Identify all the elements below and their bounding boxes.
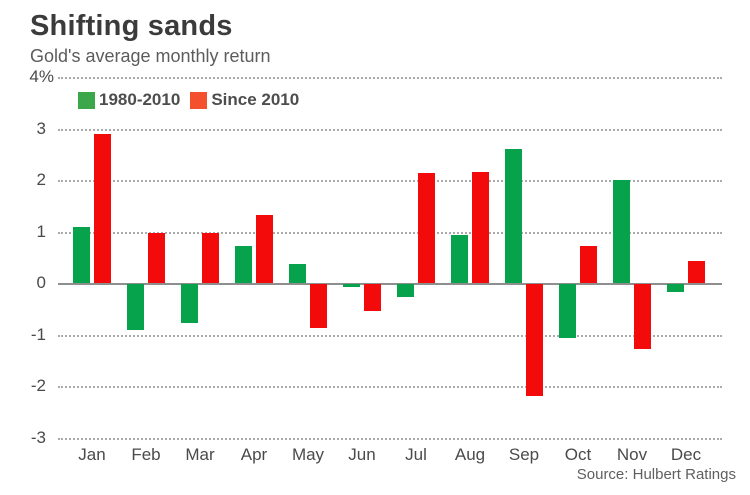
bar-aug-since-2010 (472, 172, 489, 284)
bar-sep-1980-2010 (505, 149, 522, 284)
y-tick-label: 0 (36, 273, 46, 293)
chart-subtitle: Gold's average monthly return (30, 46, 271, 66)
gridline (58, 231, 722, 234)
x-tick-label-sep: Sep (508, 445, 540, 464)
gridline (58, 128, 722, 131)
bar-jul-since-2010 (418, 173, 435, 284)
y-tick-label: -1 (30, 324, 46, 344)
gridline (58, 180, 722, 183)
bar-may-since-2010 (310, 284, 327, 329)
x-tick-label-jun: Jun (348, 445, 376, 464)
bar-feb-since-2010 (148, 233, 165, 284)
legend-label: Since 2010 (211, 90, 300, 109)
y-tick-label: 4% (29, 67, 54, 86)
bar-apr-since-2010 (256, 214, 273, 284)
legend-label: 1980-2010 (99, 90, 181, 109)
x-tick-label-nov: Nov (616, 445, 648, 464)
gridline (58, 438, 722, 440)
zero-axis-line (58, 283, 722, 286)
bar-jan-since-2010 (94, 133, 111, 284)
legend-swatch-red-icon (190, 91, 208, 109)
bar-oct-since-2010 (580, 246, 597, 284)
bar-jan-1980-2010 (73, 226, 90, 284)
bar-sep-since-2010 (526, 284, 543, 397)
x-tick-label-jan: Jan (78, 445, 106, 464)
x-tick-label-oct: Oct (564, 445, 592, 464)
bar-dec-since-2010 (688, 260, 705, 284)
x-tick-label-dec: Dec (670, 445, 702, 464)
bar-dec-1980-2010 (667, 284, 684, 293)
bar-jul-1980-2010 (397, 284, 414, 297)
bar-jun-1980-2010 (343, 284, 360, 288)
bar-nov-since-2010 (634, 284, 651, 350)
bar-jun-since-2010 (364, 284, 381, 312)
bar-apr-1980-2010 (235, 245, 252, 284)
bar-aug-1980-2010 (451, 235, 468, 284)
source-attribution: Source: Hulbert Ratings (576, 466, 736, 483)
x-tick-label-feb: Feb (131, 445, 161, 464)
bar-may-1980-2010 (289, 264, 306, 284)
bar-mar-since-2010 (202, 232, 219, 284)
x-tick-label-jul: Jul (405, 445, 427, 464)
chart-title: Shifting sands (30, 10, 233, 42)
legend-entry: Since 2010 (190, 90, 299, 110)
x-tick-label-mar: Mar (185, 445, 215, 464)
y-tick-label: 1 (36, 221, 46, 241)
y-tick-label: -2 (30, 376, 46, 396)
gridline (58, 386, 722, 389)
bar-nov-1980-2010 (613, 180, 630, 284)
legend-entry: 1980-2010 (78, 90, 180, 110)
legend-swatch-green-icon (78, 91, 95, 109)
x-tick-label-apr: Apr (240, 445, 268, 464)
y-tick-label: -3 (30, 428, 46, 447)
plot-area (58, 77, 722, 440)
x-tick-label-aug: Aug (454, 445, 486, 464)
chart-legend: 1980-2010 Since 2010 (78, 90, 309, 110)
x-tick-label-may: May (291, 445, 325, 464)
bar-mar-1980-2010 (181, 284, 198, 323)
gridline (58, 334, 722, 337)
gridline (58, 77, 722, 79)
bar-feb-1980-2010 (127, 284, 144, 330)
bar-oct-1980-2010 (559, 284, 576, 338)
y-tick-label: 2 (36, 170, 46, 190)
y-tick-label: 3 (36, 118, 46, 138)
